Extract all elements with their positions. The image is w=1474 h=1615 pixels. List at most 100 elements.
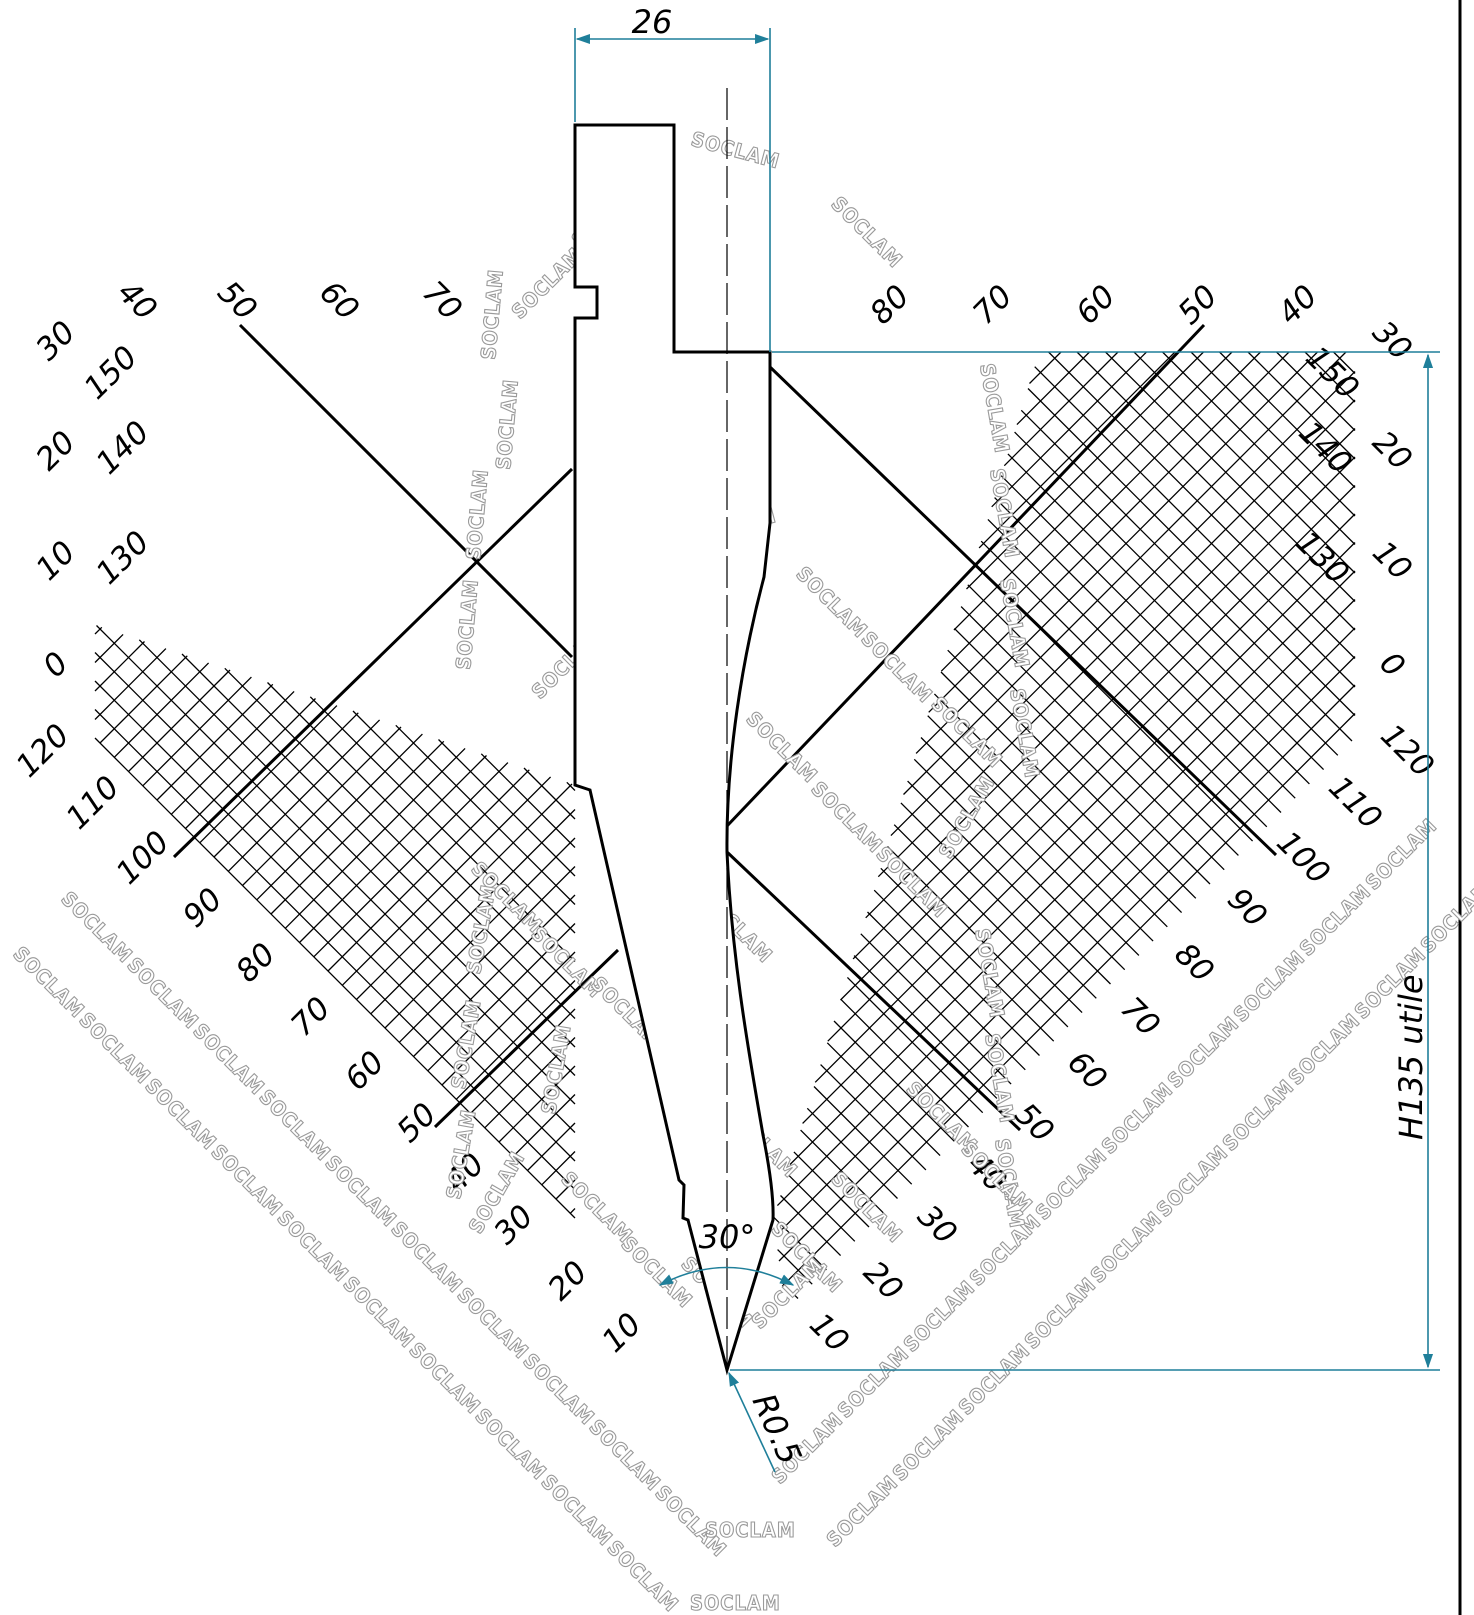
watermark-text-26: SOCLAM <box>1163 1011 1244 1092</box>
right-grid-line-39 <box>860 933 1012 1085</box>
left-tonnage-grid <box>94 625 576 1219</box>
watermark-text-6: SOCLAM <box>833 1341 914 1422</box>
left-grid-line-9 <box>170 690 295 815</box>
watermark-text-23: SOCLAM <box>1152 1140 1233 1221</box>
watermark-text-4: SOCLAM <box>122 953 203 1034</box>
right-inner-tick-0: 150 <box>1298 339 1365 406</box>
watermark-text-63: SOCLAM <box>980 1032 1019 1126</box>
left-grid-line-50 <box>438 739 576 877</box>
right-grid-line-28 <box>786 1173 856 1242</box>
left-guide-50 <box>238 323 574 659</box>
heavy-guide-lines <box>172 323 1278 1132</box>
height-dimension: H135 utile <box>730 351 1440 1371</box>
left-grid-line-40 <box>94 680 576 1162</box>
watermark-text-50: SOCLAM <box>926 692 1007 773</box>
right-upper-tick-0: 80 <box>863 278 916 331</box>
watermark-text-0: SOCLAM <box>56 887 137 968</box>
watermark-text-86: SOCLAM <box>690 1591 781 1615</box>
right-grid-line-32 <box>813 1086 913 1185</box>
right-grid-line-6 <box>953 351 1233 631</box>
right-grid-line-44 <box>893 824 1083 1014</box>
left-grid-line-38 <box>94 737 576 1219</box>
watermark-text-20: SOCLAM <box>386 1217 467 1298</box>
width-dimension: 26 <box>574 3 771 352</box>
watermark-text-27: SOCLAM <box>1218 1074 1299 1155</box>
right-grid-line-67 <box>1076 351 1356 631</box>
left-side-tick-5: 110 <box>59 769 126 836</box>
right-grid-line-45 <box>900 802 1097 999</box>
right-grid-line-74 <box>1276 351 1356 431</box>
right-upper-tick-3: 50 <box>1171 278 1224 331</box>
left-inner-tick-1: 140 <box>89 414 156 481</box>
left-grid-line-13 <box>227 719 381 872</box>
right-grid-line-62 <box>1014 431 1339 756</box>
width-label: 26 <box>632 3 673 41</box>
left-grid-line-39 <box>94 709 576 1190</box>
left-side-tick-3: 0 <box>36 645 75 684</box>
right-grid-line-21 <box>775 656 1356 1237</box>
right-grid-line-41 <box>873 889 1040 1056</box>
right-grid-line-40 <box>867 911 1026 1071</box>
right-grid-line-52 <box>947 649 1197 899</box>
right-grid-line-12 <box>877 399 1356 878</box>
right-grid-line-66 <box>1048 351 1356 659</box>
left-upper-tick-1: 50 <box>210 274 263 327</box>
left-grid-line-12 <box>213 712 359 858</box>
left-grid-line-20 <box>327 769 530 972</box>
left-lower-tick-1: 80 <box>229 936 282 989</box>
right-grid-line-54 <box>960 606 1225 871</box>
right-grid-line-64 <box>1027 388 1356 716</box>
left-grid-line-16 <box>270 740 445 915</box>
left-grid-line-42 <box>96 625 576 1105</box>
left-grid-line-17 <box>284 747 466 929</box>
left-grid-line-43 <box>138 639 576 1076</box>
left-grid-line-21 <box>341 776 552 986</box>
watermark-text-68: SOCLAM <box>536 1022 575 1116</box>
right-grid-line-70 <box>1162 351 1356 545</box>
left-upper-tick-0: 40 <box>110 274 163 327</box>
right-grid-line-10 <box>903 351 1347 795</box>
watermark-text-82: SOCLAM <box>476 268 508 361</box>
left-grid-line-51 <box>480 753 576 848</box>
right-grid-line-37 <box>846 976 984 1114</box>
left-grid-line-5 <box>113 662 210 758</box>
right-grid-line-20 <box>776 627 1356 1207</box>
watermark-text-67: SOCLAM <box>446 997 485 1091</box>
watermark-text-17: SOCLAM <box>272 1206 353 1287</box>
right-side-tick-6: 100 <box>1269 824 1336 891</box>
watermark-text-8: SOCLAM <box>188 1019 269 1100</box>
right-grid-line-68 <box>1105 351 1356 602</box>
right-grid-line-29 <box>793 1151 870 1228</box>
right-grid-line-36 <box>840 998 969 1128</box>
watermark-text-9: SOCLAM <box>140 1074 221 1155</box>
left-lower-tick-4: 50 <box>390 1096 443 1149</box>
watermark-text-48: SOCLAM <box>791 562 872 643</box>
right-grid-line-5 <box>966 351 1204 590</box>
left-lower-tick-7: 20 <box>541 1254 594 1307</box>
watermark-text-37: SOCLAM <box>602 1536 683 1615</box>
watermark-text-29: SOCLAM <box>470 1404 551 1485</box>
watermark-text-41: SOCLAM <box>826 192 907 273</box>
right-grid-line-76 <box>1333 351 1356 374</box>
right-grid-line-42 <box>880 867 1055 1042</box>
right-guide-100 <box>768 365 1278 857</box>
watermark-text-84: SOCLAM <box>461 468 493 561</box>
watermark-text-3: SOCLAM <box>822 1470 903 1551</box>
right-grid-line-30 <box>800 1129 884 1214</box>
watermark-text-10: SOCLAM <box>899 1275 980 1356</box>
right-lower-tick-6: 30 <box>910 1198 963 1251</box>
watermark-text-52: SOCLAM <box>806 777 887 858</box>
right-lower-tick-7: 20 <box>856 1254 909 1307</box>
right-grid-line-53 <box>953 627 1211 885</box>
right-grid-line-7 <box>940 351 1261 672</box>
watermark-text-60: SOCLAM <box>995 577 1034 671</box>
right-grid-line-73 <box>1247 351 1356 460</box>
left-grid-line-3 <box>94 648 167 720</box>
watermark-text-19: SOCLAM <box>1086 1206 1167 1287</box>
right-grid-line-18 <box>802 570 1356 1124</box>
left-grid-line-8 <box>156 683 274 801</box>
right-grid-line-9 <box>915 351 1318 754</box>
right-guide-50 <box>725 323 1206 828</box>
right-grid-line-25 <box>777 1249 813 1285</box>
watermark-text-39: SOCLAM <box>1416 876 1474 957</box>
